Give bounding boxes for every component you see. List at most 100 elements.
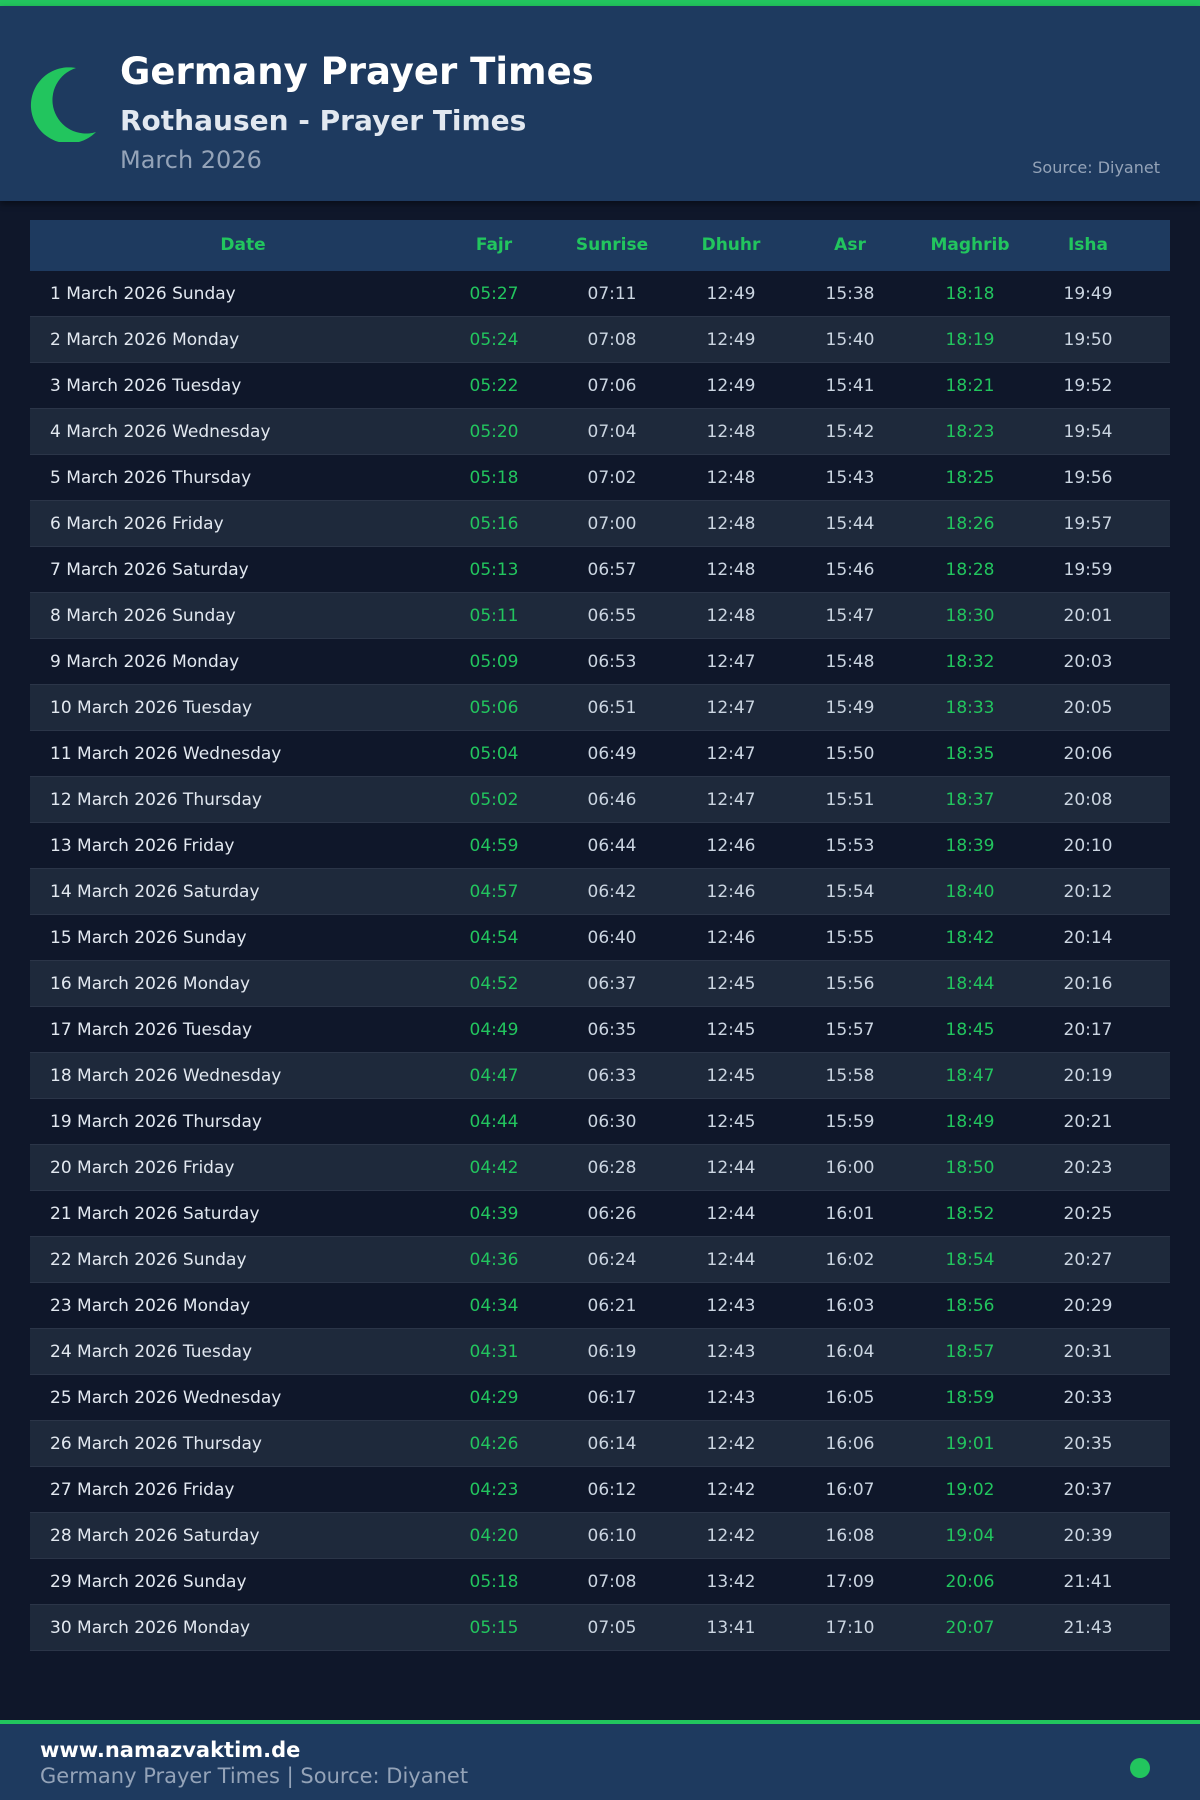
column-header-dhuhr: Dhuhr [701,235,761,255]
cell-date: 26 March 2026 Thursday [50,1434,262,1454]
cell-fajr: 04:26 [469,1434,519,1454]
cell-isha: 19:54 [1063,422,1113,442]
cell-isha: 20:06 [1063,744,1113,764]
table-row: 24 March 2026 Tuesday 04:31 06:19 12:43 16:0… [30,1329,1170,1375]
footer-text: Germany Prayer Times | Source: Diyanet [40,1764,469,1788]
table-row: 7 March 2026 Saturday 05:13 06:57 12:48 15:4… [30,547,1170,593]
cell-fajr: 04:39 [469,1204,519,1224]
cell-asr: 15:59 [825,1112,875,1132]
cell-sunrise: 06:12 [587,1480,637,1500]
cell-dhuhr: 12:47 [706,790,756,810]
cell-dhuhr: 12:46 [706,836,756,856]
cell-sunrise: 06:30 [587,1112,637,1132]
cell-sunrise: 06:57 [587,560,637,580]
cell-fajr: 05:24 [469,330,519,350]
cell-dhuhr: 12:45 [706,1020,756,1040]
cell-fajr: 05:16 [469,514,519,534]
cell-fajr: 04:29 [469,1388,519,1408]
table-row: 4 March 2026 Wednesday 05:20 07:04 12:48 15:… [30,409,1170,455]
cell-asr: 15:56 [825,974,875,994]
cell-isha: 19:50 [1063,330,1113,350]
cell-maghrib: 18:35 [945,744,995,764]
cell-sunrise: 06:46 [587,790,637,810]
cell-isha: 20:25 [1063,1204,1113,1224]
cell-fajr: 04:59 [469,836,519,856]
cell-maghrib: 18:28 [945,560,995,580]
cell-fajr: 05:18 [469,468,519,488]
column-header-date: Date [220,235,266,255]
cell-sunrise: 06:14 [587,1434,637,1454]
cell-isha: 20:08 [1063,790,1113,810]
cell-isha: 19:49 [1063,284,1113,304]
cell-maghrib: 20:07 [945,1618,995,1638]
cell-isha: 20:05 [1063,698,1113,718]
cell-dhuhr: 13:41 [706,1618,756,1638]
cell-date: 16 March 2026 Monday [50,974,251,994]
cell-sunrise: 07:08 [587,1572,637,1592]
table-row: 1 March 2026 Sunday 05:27 07:11 12:49 15:38 1… [30,271,1170,317]
cell-maghrib: 18:26 [945,514,995,534]
cell-isha: 20:39 [1063,1526,1113,1546]
cell-maghrib: 18:23 [945,422,995,442]
cell-maghrib: 18:42 [945,928,995,948]
cell-sunrise: 06:21 [587,1296,637,1316]
cell-asr: 16:01 [825,1204,875,1224]
table-row: 11 March 2026 Wednesday 05:04 06:49 12:47 15… [30,731,1170,777]
cell-maghrib: 18:33 [945,698,995,718]
table-row: 6 March 2026 Friday 05:16 07:00 12:48 15:44 1… [30,501,1170,547]
page-title: Germany Prayer Times [120,50,594,93]
cell-sunrise: 06:19 [587,1342,637,1362]
cell-fajr: 04:57 [469,882,519,902]
cell-sunrise: 06:33 [587,1066,637,1086]
column-header-fajr: Fajr [475,235,513,255]
cell-maghrib: 18:54 [945,1250,995,1270]
cell-dhuhr: 12:47 [706,744,756,764]
cell-asr: 16:04 [825,1342,875,1362]
cell-dhuhr: 12:49 [706,284,756,304]
table-row: 23 March 2026 Monday 04:34 06:21 12:43 16:03… [30,1283,1170,1329]
cell-dhuhr: 12:42 [706,1526,756,1546]
cell-dhuhr: 12:44 [706,1158,756,1178]
table-row: 14 March 2026 Saturday 04:57 06:42 12:46 15:… [30,869,1170,915]
table-row: 16 March 2026 Monday 04:52 06:37 12:45 15:56… [30,961,1170,1007]
cell-sunrise: 06:51 [587,698,637,718]
cell-dhuhr: 12:44 [706,1250,756,1270]
cell-maghrib: 18:50 [945,1158,995,1178]
cell-date: 2 March 2026 Monday [50,330,240,350]
cell-sunrise: 06:53 [587,652,637,672]
cell-fajr: 04:34 [469,1296,519,1316]
cell-fajr: 05:09 [469,652,519,672]
table-row: 10 March 2026 Tuesday 05:06 06:51 12:47 15:4… [30,685,1170,731]
cell-sunrise: 06:24 [587,1250,637,1270]
cell-sunrise: 07:06 [587,376,637,396]
cell-asr: 15:50 [825,744,875,764]
cell-fajr: 05:22 [469,376,519,396]
cell-fajr: 04:20 [469,1526,519,1546]
cell-date: 19 March 2026 Thursday [50,1112,262,1132]
cell-date: 30 March 2026 Monday [50,1618,251,1638]
cell-maghrib: 18:56 [945,1296,995,1316]
cell-sunrise: 06:44 [587,836,637,856]
cell-date: 24 March 2026 Tuesday [50,1342,253,1362]
footer-site-link[interactable]: www.namazvaktim.de [40,1738,301,1762]
cell-asr: 15:57 [825,1020,875,1040]
table-body: 1 March 2026 Sunday 05:27 07:11 12:49 15:38 1… [30,271,1170,1651]
cell-asr: 17:09 [825,1572,875,1592]
cell-sunrise: 07:04 [587,422,637,442]
status-dot-icon [1130,1758,1150,1778]
cell-fajr: 04:42 [469,1158,519,1178]
cell-date: 21 March 2026 Saturday [50,1204,260,1224]
cell-asr: 15:38 [825,284,875,304]
cell-fajr: 04:31 [469,1342,519,1362]
cell-dhuhr: 12:44 [706,1204,756,1224]
cell-isha: 20:16 [1063,974,1113,994]
cell-maghrib: 18:49 [945,1112,995,1132]
cell-maghrib: 19:01 [945,1434,995,1454]
cell-date: 4 March 2026 Wednesday [50,422,271,442]
cell-fajr: 05:15 [469,1618,519,1638]
page-header: Germany Prayer Times Rothausen - Prayer … [0,6,1200,201]
table-row: 26 March 2026 Thursday 04:26 06:14 12:42 16:… [30,1421,1170,1467]
column-header-maghrib: Maghrib [930,235,1010,255]
cell-date: 3 March 2026 Tuesday [50,376,242,396]
cell-asr: 15:43 [825,468,875,488]
